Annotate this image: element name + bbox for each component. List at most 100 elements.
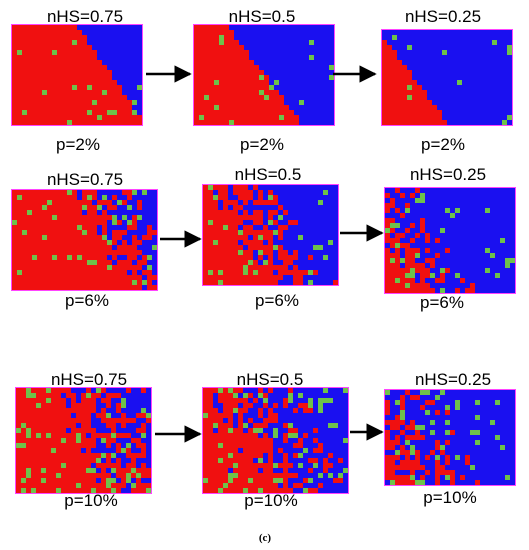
lattice-site xyxy=(387,65,392,70)
lattice-site xyxy=(209,45,214,50)
lattice-site xyxy=(203,220,208,225)
lattice-site xyxy=(460,420,465,425)
lattice-site xyxy=(253,270,258,275)
lattice-site xyxy=(92,25,97,30)
lattice-site xyxy=(482,115,487,120)
lattice-site xyxy=(273,418,278,423)
lattice-site xyxy=(67,70,72,75)
lattice-site xyxy=(385,460,390,465)
lattice-site xyxy=(218,478,223,483)
lattice-site xyxy=(308,433,313,438)
lattice-site xyxy=(485,425,490,430)
lattice-site xyxy=(278,280,283,285)
lattice-site xyxy=(435,263,440,268)
lattice-site xyxy=(313,433,318,438)
lattice-site xyxy=(223,260,228,265)
lattice-site xyxy=(244,40,249,45)
lattice-site xyxy=(152,230,157,235)
lattice-site xyxy=(455,193,460,198)
lattice-site xyxy=(333,265,338,270)
lattice-site xyxy=(141,448,146,453)
lattice-site xyxy=(209,75,214,80)
lattice-site xyxy=(420,400,425,405)
lattice-site xyxy=(213,245,218,250)
lattice-site xyxy=(405,445,410,450)
lattice-site xyxy=(17,65,22,70)
lattice-site xyxy=(126,468,131,473)
lattice-site xyxy=(405,188,410,193)
lattice-site xyxy=(460,198,465,203)
lattice-site xyxy=(224,105,229,110)
lattice-site xyxy=(263,250,268,255)
lattice-site xyxy=(96,453,101,458)
lattice-site xyxy=(147,265,152,270)
lattice-site xyxy=(27,90,32,95)
lattice-site xyxy=(475,198,480,203)
lattice-site xyxy=(289,40,294,45)
lattice-site xyxy=(465,400,470,405)
lattice-site xyxy=(410,268,415,273)
lattice-site xyxy=(22,210,27,215)
lattice-site xyxy=(415,455,420,460)
lattice-site xyxy=(127,70,132,75)
lattice-site xyxy=(238,418,243,423)
lattice-site xyxy=(42,230,47,235)
lattice-site xyxy=(62,60,67,65)
lattice-site xyxy=(304,85,309,90)
lattice-site xyxy=(27,40,32,45)
lattice-site xyxy=(437,70,442,75)
lattice-site xyxy=(343,423,348,428)
lattice-site xyxy=(32,235,37,240)
lattice-site xyxy=(32,30,37,35)
lattice-site xyxy=(395,445,400,450)
lattice-site xyxy=(395,460,400,465)
lattice-site xyxy=(218,280,223,285)
lattice-site xyxy=(81,458,86,463)
lattice-site xyxy=(487,95,492,100)
lattice-site xyxy=(258,468,263,473)
lattice-site xyxy=(412,45,417,50)
lattice-site xyxy=(385,420,390,425)
lattice-site xyxy=(199,115,204,120)
lattice-site xyxy=(57,55,62,60)
lattice-site xyxy=(77,75,82,80)
lattice-site xyxy=(86,448,91,453)
lattice-site xyxy=(382,95,387,100)
lattice-site xyxy=(460,480,465,485)
lattice-site xyxy=(16,473,21,478)
lattice-site xyxy=(52,115,57,120)
lattice-site xyxy=(490,243,495,248)
lattice-site xyxy=(131,393,136,398)
lattice-site xyxy=(62,70,67,75)
lattice-site xyxy=(445,405,450,410)
lattice-site xyxy=(72,95,77,100)
lattice-site xyxy=(136,388,141,393)
lattice-site xyxy=(233,443,238,448)
lattice-site xyxy=(96,433,101,438)
lattice-site xyxy=(417,120,422,125)
lattice-site xyxy=(204,60,209,65)
lattice-site xyxy=(495,455,500,460)
lattice-site xyxy=(127,215,132,220)
lattice-site xyxy=(407,95,412,100)
lattice-site xyxy=(131,433,136,438)
lattice-site xyxy=(12,285,17,290)
lattice-site xyxy=(412,50,417,55)
lattice-site xyxy=(505,450,510,455)
lattice-site xyxy=(131,473,136,478)
lattice-site xyxy=(92,110,97,115)
lattice-site xyxy=(116,408,121,413)
lattice-site xyxy=(397,85,402,90)
lattice-site xyxy=(283,418,288,423)
lattice-site xyxy=(72,210,77,215)
lattice-site xyxy=(47,195,52,200)
lattice-site xyxy=(234,75,239,80)
lattice-site xyxy=(333,255,338,260)
lattice-site xyxy=(32,230,37,235)
lattice-site xyxy=(284,30,289,35)
lattice-site xyxy=(303,275,308,280)
lattice-site xyxy=(86,478,91,483)
lattice-site xyxy=(22,85,27,90)
lattice-site xyxy=(288,398,293,403)
lattice-site xyxy=(102,80,107,85)
